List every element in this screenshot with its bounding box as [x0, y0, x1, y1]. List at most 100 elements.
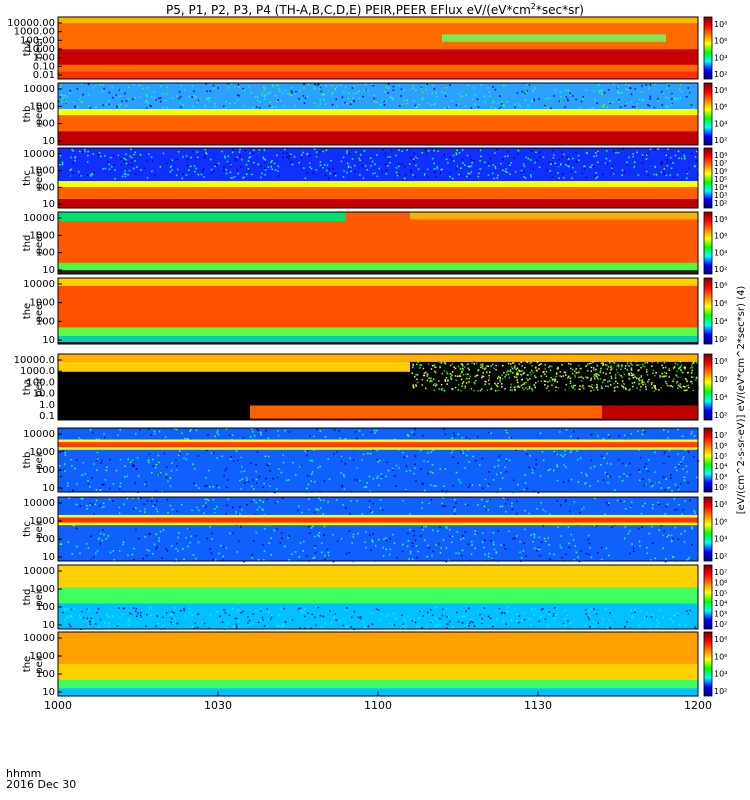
colorbar [703, 427, 713, 493]
colorbar-tick-label: 10² [714, 70, 727, 79]
y-tick-label: 10000 [23, 566, 55, 577]
panel-product-label: peir [34, 586, 45, 606]
panel-frame [57, 564, 699, 630]
chart-title: P5, P1, P2, P3, P4 (TH-A,B,C,D,E) PEIR,P… [166, 2, 584, 17]
colorbar-tick-label: 10⁴ [714, 670, 727, 679]
colorbar-tick-label: 10⁸ [714, 86, 727, 95]
y-tick-label: 1.0 [39, 400, 55, 411]
panel-frame [57, 277, 699, 345]
y-tick-label: 10000 [23, 498, 55, 509]
colorbar [703, 16, 713, 80]
y-tick-label: 1000 [30, 516, 55, 527]
y-tick-label: 10 [42, 483, 55, 494]
colorbar-tick-label: 10⁵ [714, 175, 727, 184]
y-tick-label: 1000 [30, 101, 55, 112]
panel-thd-peer: thd peer 10000 1000 100 10 10⁸ 10⁶ 10⁴ 10² [22, 211, 727, 276]
date-label: 2016 Dec 30 [6, 778, 77, 791]
colorbar-tick-label: 10² [714, 620, 727, 629]
panel-frame [57, 496, 699, 562]
y-tick-label: 1000 [30, 166, 55, 177]
y-tick-label: 10 [42, 687, 55, 698]
colorbar-tick-label: 10⁴ [714, 393, 727, 402]
y-tick-label: 100 [36, 182, 55, 193]
colorbar-tick-label: 10⁴ [714, 317, 727, 326]
colorbar-tick-label: 10⁷ [714, 431, 727, 440]
panel-frame [57, 211, 699, 275]
y-tick-label: 100 [36, 669, 55, 680]
colorbar [703, 564, 713, 630]
panel-product-label: peir [34, 653, 45, 673]
panel-product-label: peer [34, 166, 45, 190]
colorbar-tick-label: 10⁶ [714, 578, 727, 587]
y-tick-label: 100 [36, 119, 55, 130]
colorbar-tick-label: 10² [714, 265, 727, 274]
y-tick-label: 1000.0 [20, 366, 55, 377]
panel-thc-peir: thc peir 10000 1000 100 10 10⁸ 10⁶ 10⁴ 10² [22, 496, 727, 563]
colorbar-tick-label: 10⁴ [714, 599, 727, 608]
colorbar [703, 147, 713, 209]
colorbar-tick-label: 10⁶ [714, 232, 727, 241]
time-unit-label: hhmm [6, 767, 42, 780]
panel-product-label: peir [34, 518, 45, 538]
y-tick-label: 100 [36, 316, 55, 327]
y-tick-label: 10000 [23, 429, 55, 440]
y-tick-label: 1000 [30, 584, 55, 595]
panel-frame [57, 353, 699, 421]
y-tick-label: 10000 [23, 633, 55, 644]
colorbar-tick-label: 10⁶ [714, 441, 727, 450]
y-tick-label: 10000 [23, 149, 55, 160]
colorbar-tick-label: 10³ [714, 191, 727, 200]
panel-thc-peer: thc peer 10000 1000 100 10 10⁸10⁷10⁶10⁵10⁴10³1… [22, 147, 727, 210]
colorbar-tick-label: 10⁸ [714, 215, 727, 224]
panel-probe-label: tha [22, 40, 33, 56]
panel-the-peir: the peir 10000 1000 100 10 10⁸ 10⁶ 10⁴ 10² [22, 631, 727, 698]
colorbar-tick-label: 10⁴ [714, 183, 727, 192]
panel-product-label: peir [34, 449, 45, 469]
colorbar-tick-label: 10⁶ [714, 37, 727, 46]
panel-product-label: peir [34, 376, 45, 396]
colorbar-tick-label: 10⁸ [714, 151, 727, 160]
colorbar-tick-label: 10⁸ [714, 500, 727, 509]
colorbar-tick-label: 10⁶ [714, 103, 727, 112]
colorbar-tick-label: 10² [714, 552, 727, 561]
x-tick-label: 1130 [524, 699, 552, 712]
y-tick-label: 100.0 [26, 377, 55, 388]
y-tick-label: 10 [42, 136, 55, 147]
colorbar-tick-label: 10⁶ [714, 167, 727, 176]
colorbar-tick-label: 10⁴ [714, 462, 727, 471]
x-tick-label: 1200 [684, 699, 712, 712]
panel-probe-label: thc [22, 521, 33, 537]
colorbar-tick-label: 10² [714, 136, 727, 145]
y-tick-label: 0.01 [33, 70, 55, 81]
colorbar [703, 631, 713, 697]
y-tick-label: 10.00 [26, 44, 55, 55]
panel-probe-label: tha [22, 379, 33, 395]
colorbar-tick-label: 10⁶ [714, 375, 727, 384]
x-tick-label: 1030 [204, 699, 232, 712]
y-tick-label: 100 [36, 248, 55, 259]
colorbar-tick-label: 10⁶ [714, 517, 727, 526]
colorbar-tick-label: 10³ [714, 610, 727, 619]
y-tick-label: 10000 [23, 213, 55, 224]
y-tick-label: 1000 [30, 447, 55, 458]
colorbar [703, 353, 713, 421]
y-tick-label: 10 [42, 620, 55, 631]
y-tick-label: 100 [36, 534, 55, 545]
y-tick-label: 10 [42, 552, 55, 563]
y-tick-label: 10000 [23, 279, 55, 290]
colorbar-tick-label: 10⁴ [714, 53, 727, 62]
y-tick-label: 100 [36, 602, 55, 613]
y-tick-label: 1000.00 [14, 27, 55, 38]
y-tick-label: 10 [42, 199, 55, 210]
y-tick-label: 0.1 [39, 411, 55, 422]
colorbar [703, 277, 713, 345]
colorbar-tick-label: 10⁸ [714, 281, 727, 290]
panel-probe-label: thd [22, 589, 33, 606]
panel-frame [57, 147, 699, 209]
colorbar-tick-label: 10⁸ [714, 357, 727, 366]
panel-probe-label: the [22, 656, 33, 672]
